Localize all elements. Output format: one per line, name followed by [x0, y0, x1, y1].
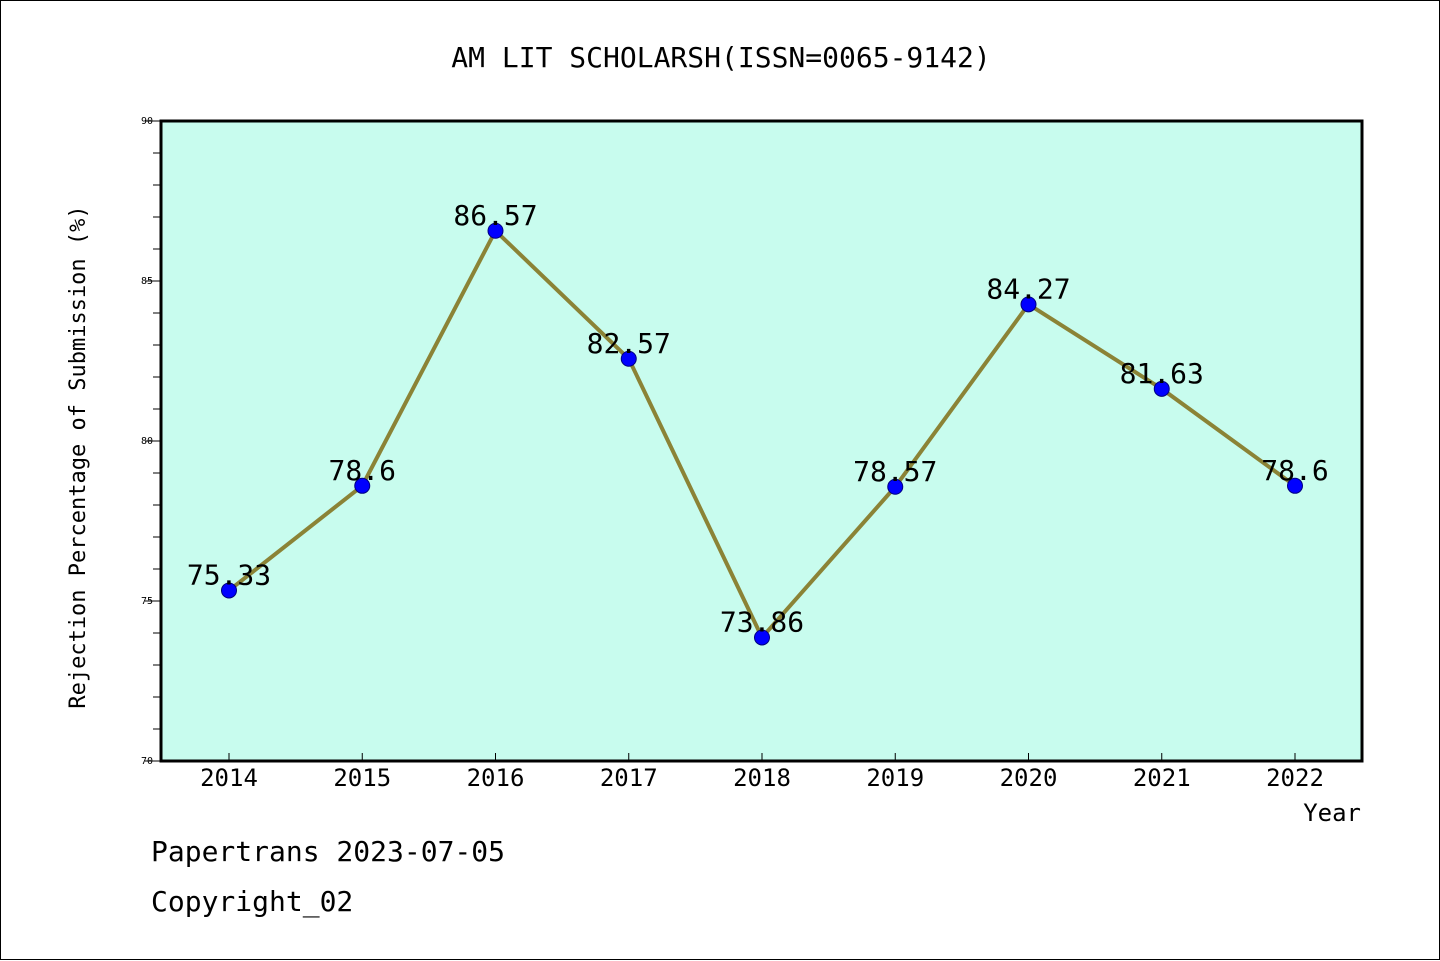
x-tick-label: 2019	[866, 764, 924, 792]
data-label: 75.33	[187, 558, 271, 591]
x-tick-label: 2016	[467, 764, 525, 792]
footer-copyright-text: Copyright_02	[151, 885, 354, 918]
y-tick-label: 85	[141, 276, 153, 287]
y-tick-label: 90	[141, 116, 153, 127]
y-tick-label: 70	[141, 756, 153, 767]
y-axis-label: Rejection Percentage of Submission (%)	[66, 205, 91, 708]
y-tick-label: 75	[141, 596, 153, 607]
y-tick-label: 80	[141, 436, 153, 447]
data-point	[1287, 477, 1303, 494]
footer-date-text: Papertrans 2023-07-05	[151, 835, 506, 868]
data-label: 82.57	[587, 327, 671, 360]
data-label: 78.6	[1261, 454, 1328, 487]
data-point	[1153, 380, 1170, 397]
data-point	[354, 477, 371, 494]
data-point	[887, 478, 904, 495]
x-tick-label: 2015	[333, 764, 391, 792]
x-tick-label: 2020	[1000, 764, 1058, 792]
data-labels: 75.33 78.6 86.57 82.57 73.86 78.57 84.27 81.63 7…	[187, 199, 1329, 639]
data-label: 81.63	[1120, 357, 1204, 390]
chart-title: AM LIT SCHOLARSH(ISSN=0065-9142)	[451, 41, 990, 74]
data-label: 78.57	[853, 455, 937, 488]
data-point	[754, 629, 770, 646]
data-point	[487, 222, 504, 239]
data-label: 86.57	[453, 199, 537, 232]
data-label: 73.86	[720, 605, 804, 638]
x-tick-label: 2021	[1133, 764, 1191, 792]
data-point	[1020, 296, 1037, 313]
plot-area	[159, 119, 1364, 763]
x-axis-ticks: 2014 2015 2016 2017 2018 2019 2020 2021 2022	[200, 753, 1324, 792]
data-label: 84.27	[986, 272, 1070, 305]
y-axis-ticks: 70 75 80 85 90	[141, 116, 161, 767]
x-tick-label: 2014	[200, 764, 258, 792]
x-tick-label: 2017	[600, 764, 658, 792]
x-tick-label: 2022	[1266, 764, 1324, 792]
x-axis-label: Year	[1303, 799, 1361, 827]
data-point	[221, 582, 237, 599]
data-point	[620, 350, 637, 367]
x-tick-label: 2018	[733, 764, 791, 792]
data-label: 78.6	[329, 454, 396, 487]
data-markers	[221, 222, 1303, 646]
